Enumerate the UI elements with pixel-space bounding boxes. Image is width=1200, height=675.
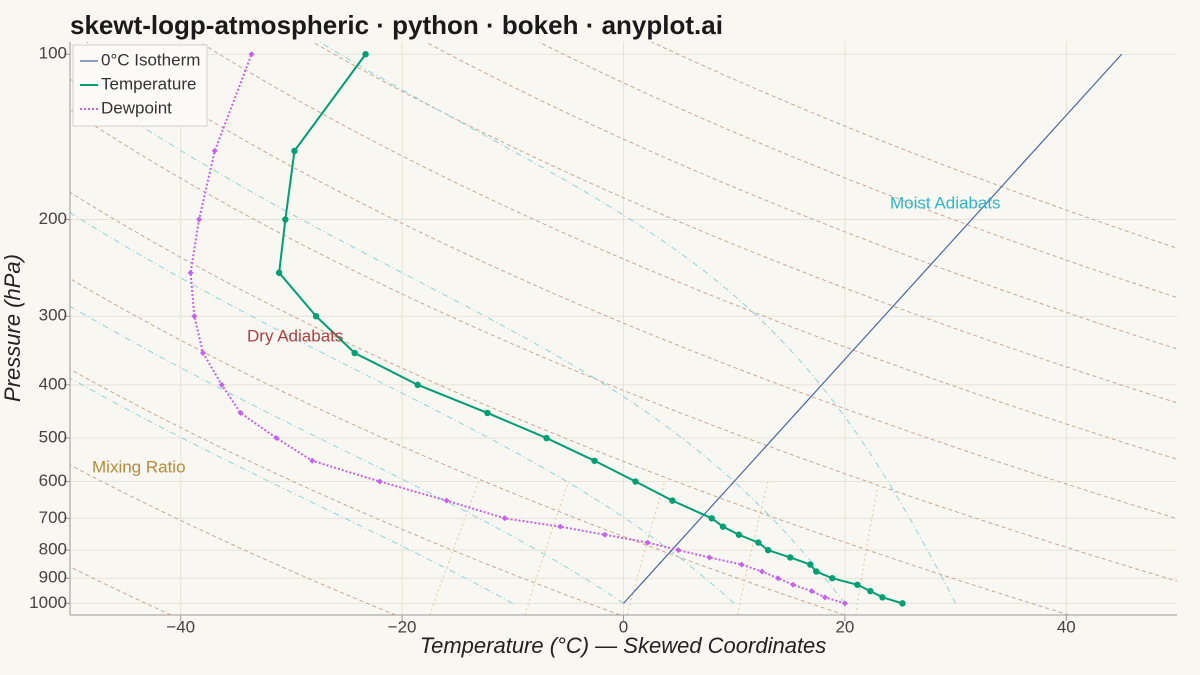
legend: 0°C Isotherm Temperature Dewpoint: [72, 44, 208, 127]
y-tick-label: 100: [39, 44, 67, 63]
dewpoint-marker: [501, 515, 508, 522]
temperature-marker: [282, 216, 289, 223]
temperature-marker: [591, 457, 598, 464]
legend-label: Dewpoint: [101, 98, 172, 117]
mixing-ratio-line: [429, 481, 480, 615]
mixing-ratio-line: [855, 481, 880, 615]
dry-adiabat: [538, 42, 1177, 299]
legend-label: Temperature: [101, 74, 196, 93]
dry-adiabat: [70, 566, 172, 615]
y-tick-label: 400: [39, 374, 67, 393]
y-tick-label: 500: [39, 428, 67, 447]
dewpoint-marker: [443, 497, 450, 504]
temperature-marker: [764, 546, 772, 554]
dewpoint-marker: [218, 381, 225, 388]
temperature-marker: [275, 269, 283, 276]
mixing-ratio-line: [524, 481, 569, 615]
y-tick-label: 800: [39, 540, 67, 559]
temperature-marker: [787, 554, 794, 561]
dry-adiabat: [199, 42, 1177, 460]
y-tick-label: 200: [39, 209, 67, 228]
dewpoint-marker: [200, 349, 207, 356]
dewpoint-marker: [309, 457, 316, 464]
y-tick-label: 700: [39, 508, 67, 527]
y-tick-label: 600: [39, 471, 67, 490]
x-tick-label: −20: [388, 617, 417, 636]
dry-adiabat: [70, 109, 1177, 582]
annotation: Dry Adiabats: [247, 326, 343, 345]
temperature-marker: [867, 587, 874, 595]
dry-adiabat: [70, 464, 396, 615]
dewpoint-marker: [821, 594, 828, 601]
moist-adiabat: [70, 78, 846, 604]
temperature-marker: [755, 539, 762, 546]
chart-title: skewt-logp-atmospheric · python · bokeh …: [70, 10, 723, 40]
temperature-marker: [414, 381, 421, 389]
temperature-marker: [312, 313, 320, 320]
temperature-marker: [879, 594, 886, 601]
temperature-marker: [669, 497, 676, 504]
y-tick-label: 300: [39, 306, 67, 325]
dewpoint-marker: [738, 561, 745, 568]
temperature-marker: [813, 568, 820, 575]
dewpoint-marker: [775, 575, 782, 582]
temperature-marker: [543, 434, 550, 442]
dewpoint-marker: [706, 554, 713, 561]
legend-label: 0°C Isotherm: [101, 50, 200, 69]
dewpoint-marker: [557, 523, 564, 530]
dewpoint-marker: [758, 568, 765, 575]
dewpoint-marker: [675, 547, 682, 554]
reference-lines: [70, 42, 1177, 615]
profile-line: [623, 53, 1123, 604]
temperature-marker: [362, 51, 369, 58]
axes: −40 −20 0 20 40 100 200 300 400 500 600 700 800 900 10…: [29, 42, 1177, 636]
temperature-marker: [291, 147, 298, 155]
dewpoint-marker: [191, 313, 198, 320]
y-tick-label: 1000: [29, 593, 67, 612]
dewpoint-marker: [273, 435, 280, 442]
dewpoint-marker: [376, 478, 383, 485]
x-tick-label: 20: [835, 617, 854, 636]
dewpoint-marker: [601, 531, 608, 538]
temperature-marker: [719, 523, 727, 530]
dewpoint-marker: [790, 581, 797, 588]
temperature-marker: [351, 349, 358, 357]
moist-adiabat: [70, 212, 735, 604]
profiles: [187, 51, 1123, 607]
temperature-marker: [484, 409, 491, 417]
dewpoint-marker: [187, 269, 194, 276]
dry-adiabat: [70, 191, 1070, 615]
annotation: Moist Adiabats: [890, 193, 1001, 212]
dewpoint-marker: [211, 147, 218, 154]
y-tick-label: 900: [39, 568, 67, 587]
moist-adiabat: [70, 377, 514, 604]
dewpoint-marker: [248, 51, 255, 58]
x-tick-label: −40: [166, 617, 195, 636]
x-tick-label: 0: [619, 617, 628, 636]
dewpoint-marker: [237, 409, 244, 416]
temperature-marker: [735, 531, 743, 538]
dewpoint-marker: [808, 588, 815, 595]
temperature-marker: [854, 581, 861, 588]
moist-adiabat: [319, 42, 957, 604]
dry-adiabat: [70, 368, 621, 615]
annotation: Mixing Ratio: [92, 457, 186, 476]
dry-adiabat: [86, 42, 1177, 520]
annotations: Dry Adiabats Moist Adiabats Mixing Ratio: [92, 193, 1001, 476]
dewpoint-marker: [196, 216, 203, 223]
temperature-marker: [899, 600, 906, 607]
temperature-marker: [807, 561, 814, 568]
dry-adiabat: [70, 278, 845, 615]
x-tick-label: 40: [1057, 617, 1076, 636]
dewpoint-marker: [841, 600, 848, 607]
x-axis-label: Temperature (°C) — Skewed Coordinates: [420, 633, 827, 658]
dewpoint-marker: [644, 539, 651, 546]
temperature-marker: [708, 515, 715, 522]
temperature-marker: [632, 478, 639, 485]
temperature-marker: [829, 575, 836, 582]
y-axis-label: Pressure (hPa): [0, 254, 25, 402]
